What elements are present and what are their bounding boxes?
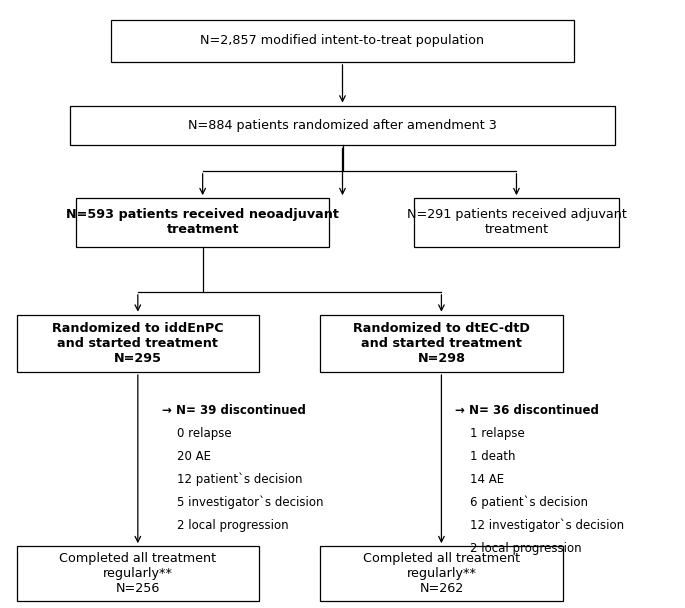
Text: 12 investigator`s decision: 12 investigator`s decision — [455, 519, 624, 533]
Text: N=291 patients received adjuvant
treatment: N=291 patients received adjuvant treatme… — [406, 209, 626, 237]
Text: 1 death: 1 death — [455, 450, 516, 463]
Text: Randomized to iddEnPC
and started treatment
N=295: Randomized to iddEnPC and started treatm… — [52, 322, 223, 365]
Text: Completed all treatment
regularly**
N=256: Completed all treatment regularly** N=25… — [60, 552, 216, 595]
Text: N=2,857 modified intent-to-treat population: N=2,857 modified intent-to-treat populat… — [201, 34, 484, 47]
Text: 14 AE: 14 AE — [455, 473, 504, 486]
Text: Randomized to dtEC-dtD
and started treatment
N=298: Randomized to dtEC-dtD and started treat… — [353, 322, 530, 365]
Bar — [110, 19, 575, 62]
Text: 0 relapse: 0 relapse — [162, 427, 232, 440]
Bar — [414, 198, 619, 246]
Text: N=593 patients received neoadjuvant
treatment: N=593 patients received neoadjuvant trea… — [66, 209, 339, 237]
Text: → N= 36 discontinued: → N= 36 discontinued — [455, 404, 599, 417]
Bar — [16, 314, 259, 372]
Text: 5 investigator`s decision: 5 investigator`s decision — [162, 496, 323, 510]
Text: 2 local progression: 2 local progression — [455, 542, 582, 555]
Bar — [77, 198, 329, 246]
Text: 12 patient`s decision: 12 patient`s decision — [162, 473, 302, 486]
Text: Completed all treatment
regularly**
N=262: Completed all treatment regularly** N=26… — [363, 552, 520, 595]
Bar — [16, 546, 259, 601]
Bar — [70, 106, 615, 145]
Text: 20 AE: 20 AE — [162, 450, 211, 463]
Text: 6 patient`s decision: 6 patient`s decision — [455, 496, 588, 510]
Bar — [321, 314, 562, 372]
Text: 2 local progression: 2 local progression — [162, 519, 288, 532]
Text: N=884 patients randomized after amendment 3: N=884 patients randomized after amendmen… — [188, 119, 497, 132]
Text: → N= 39 discontinued: → N= 39 discontinued — [162, 404, 306, 417]
Bar — [321, 546, 562, 601]
Text: 1 relapse: 1 relapse — [455, 427, 525, 440]
